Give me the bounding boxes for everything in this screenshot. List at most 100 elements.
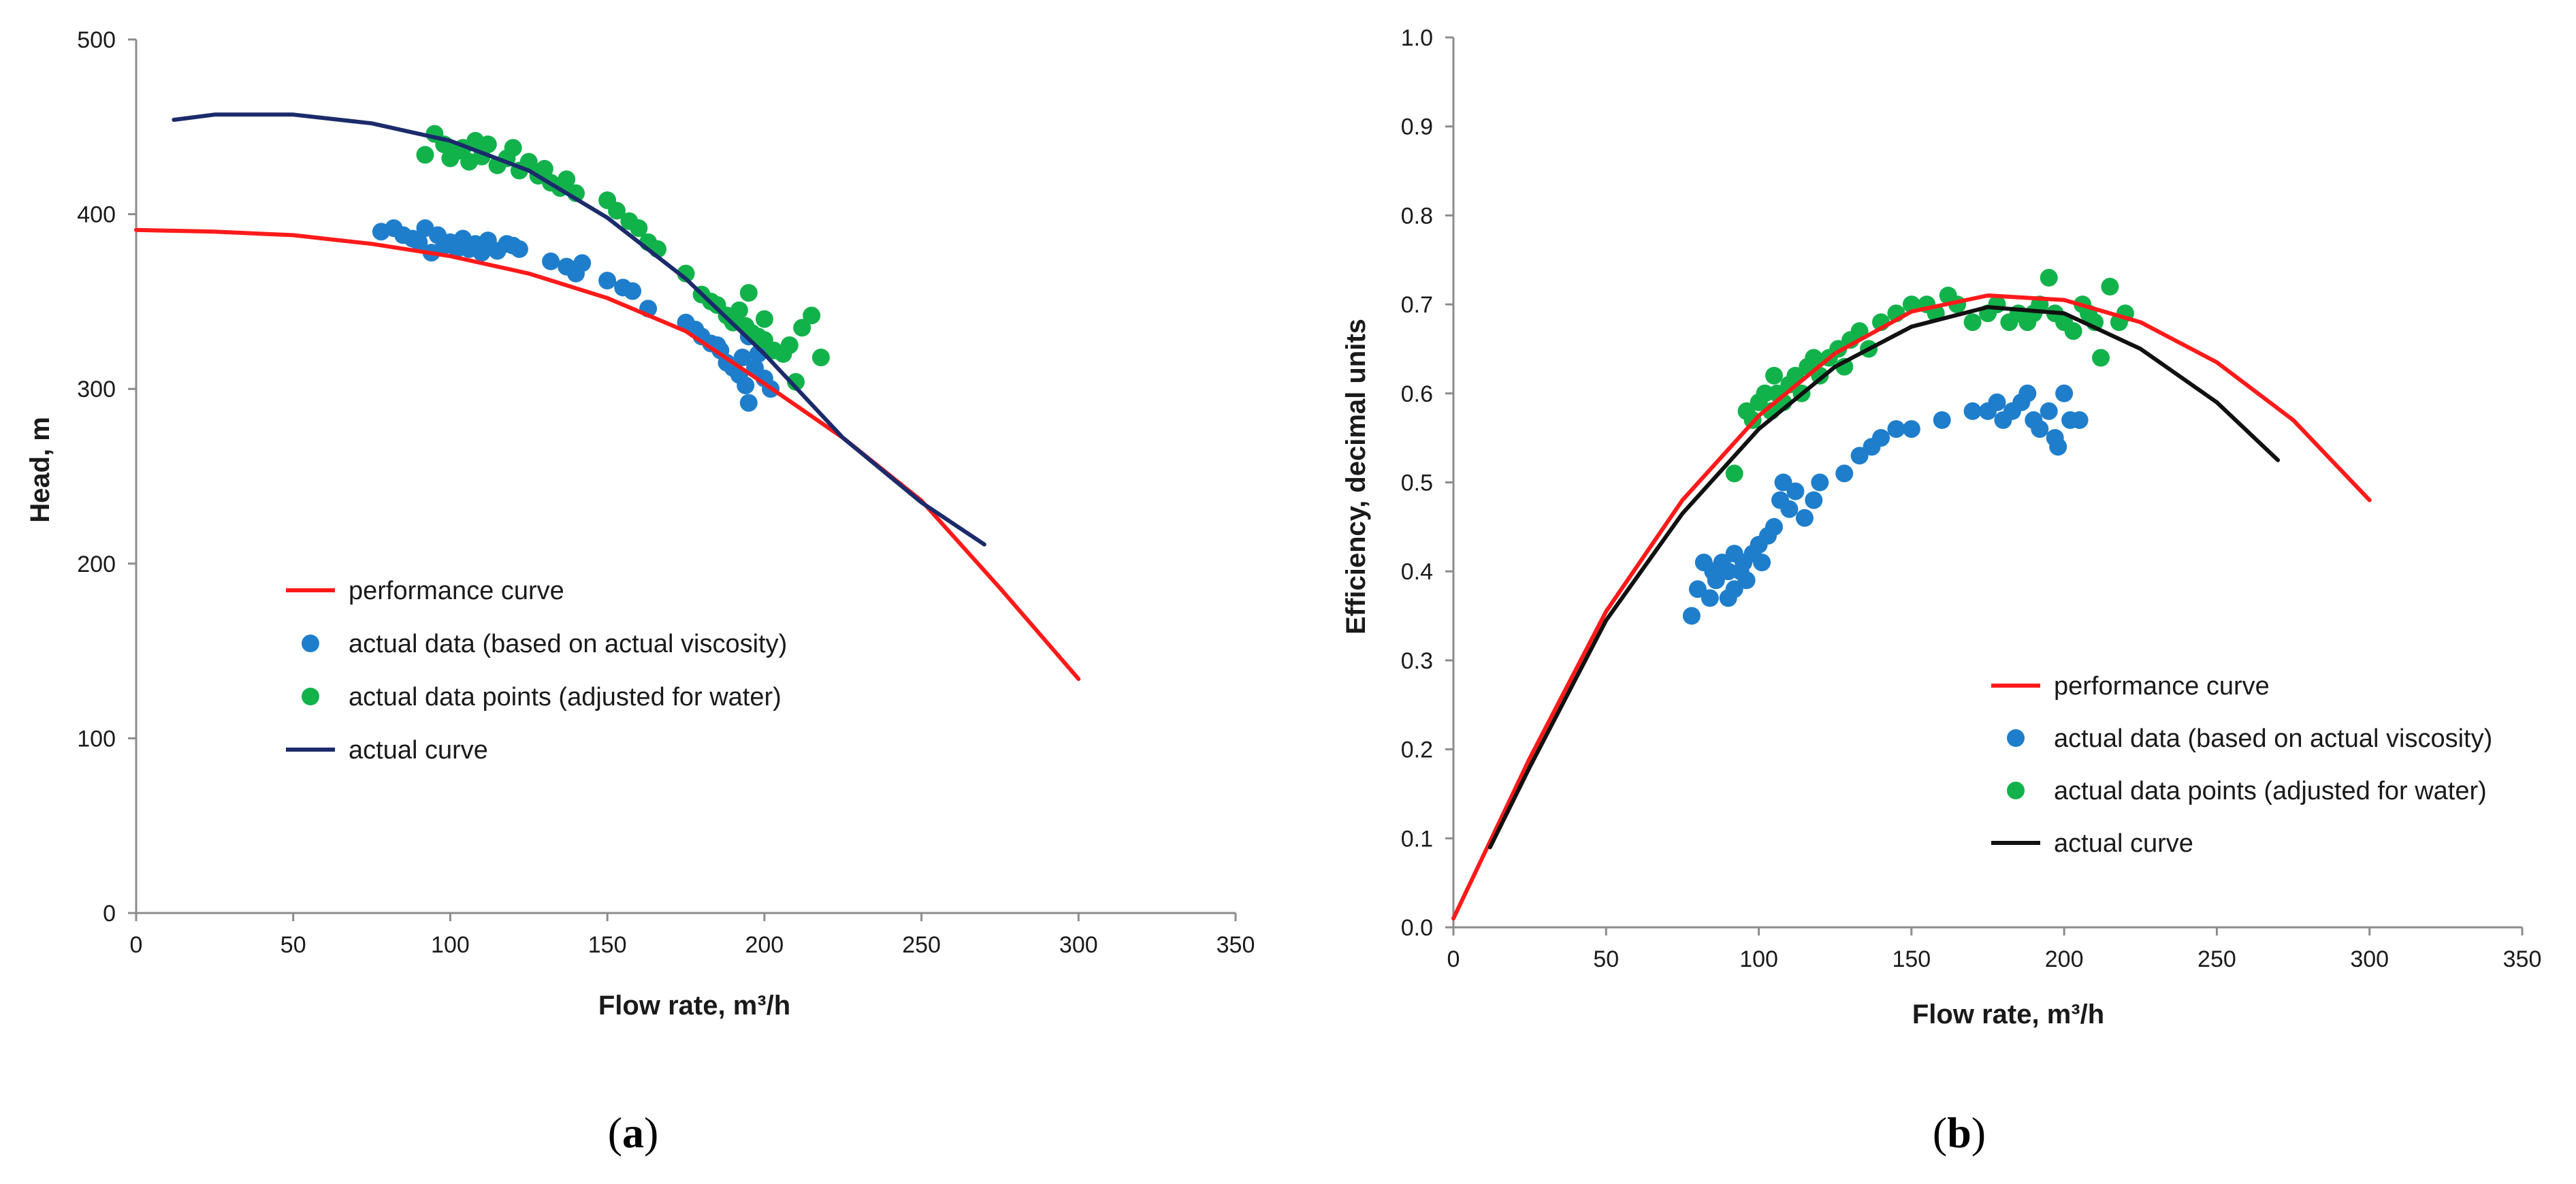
y-tick-label: 0.3 bbox=[1401, 648, 1433, 674]
legend-a: performance curve actual data (based on a… bbox=[286, 577, 787, 765]
y-axis-title-b: Efficiency, decimal units bbox=[1341, 319, 1371, 635]
chart-panel-a: 0 50 100 150 200 250 300 350 0 100 200 300 400 500 Fl… bbox=[25, 27, 1255, 1157]
data-point bbox=[1682, 607, 1701, 625]
data-point bbox=[630, 219, 648, 238]
data-point bbox=[1795, 509, 1814, 527]
data-point bbox=[504, 139, 522, 157]
data-point bbox=[755, 310, 773, 328]
data-point bbox=[1780, 500, 1799, 518]
data-point bbox=[558, 170, 576, 189]
legend-item: performance curve bbox=[1991, 672, 2270, 701]
legend-item: actual data (based on actual viscosity) bbox=[2007, 724, 2492, 753]
data-point bbox=[1688, 580, 1707, 598]
data-point bbox=[2018, 384, 2037, 402]
data-point bbox=[1811, 473, 1829, 492]
data-point bbox=[1701, 589, 1719, 607]
data-point bbox=[1887, 420, 1905, 438]
y-tick-label: 100 bbox=[77, 726, 116, 752]
x-tick-label: 0 bbox=[1447, 946, 1460, 972]
legend-swatch bbox=[302, 635, 319, 652]
data-point bbox=[793, 319, 811, 337]
data-point bbox=[1805, 349, 1823, 367]
x-tick-label: 0 bbox=[130, 932, 143, 958]
y-tick-label: 0.8 bbox=[1401, 203, 1433, 229]
data-point bbox=[730, 301, 748, 319]
data-point bbox=[1963, 313, 1982, 332]
data-point bbox=[624, 282, 642, 300]
panel-letter-b: b bbox=[1947, 1108, 1971, 1157]
legend-item: actual curve bbox=[1991, 829, 2193, 858]
data-point bbox=[733, 349, 752, 366]
y-tick-label: 0.7 bbox=[1401, 292, 1433, 318]
data-point bbox=[1805, 491, 1823, 509]
data-point bbox=[2055, 384, 2074, 402]
data-point bbox=[2092, 349, 2110, 367]
data-point bbox=[479, 135, 497, 153]
data-point bbox=[1963, 402, 1982, 420]
x-axis-title-a: Flow rate, m³/h bbox=[598, 991, 790, 1021]
data-point bbox=[1872, 429, 1890, 447]
legend-swatch bbox=[302, 688, 319, 705]
data-point bbox=[573, 254, 592, 272]
legend-label: performance curve bbox=[2054, 672, 2270, 701]
y-tick-label: 0.4 bbox=[1401, 559, 1433, 585]
data-point bbox=[1835, 464, 1854, 483]
data-point bbox=[1753, 554, 1771, 572]
x-tick-label: 350 bbox=[2503, 946, 2542, 972]
data-point bbox=[1765, 517, 1783, 536]
x-tick-label: 50 bbox=[280, 932, 306, 958]
panel-letter-a: a bbox=[622, 1108, 644, 1157]
data-point bbox=[2040, 268, 2058, 287]
panel-label-b: (b) bbox=[1933, 1108, 1986, 1157]
x-tick-label: 200 bbox=[745, 932, 784, 958]
legend-item: actual data points (adjusted for water) bbox=[302, 683, 782, 711]
data-point bbox=[1786, 482, 1805, 500]
legend-swatch bbox=[2007, 729, 2025, 747]
data-point bbox=[803, 306, 821, 325]
data-point bbox=[1774, 473, 1792, 492]
legend-item: actual data points (adjusted for water) bbox=[2007, 777, 2487, 805]
panel-label-a: (a) bbox=[608, 1108, 659, 1157]
data-point bbox=[1933, 411, 1951, 429]
x-tick-label: 200 bbox=[2045, 946, 2084, 972]
x-tick-label: 50 bbox=[1593, 946, 1619, 972]
data-point bbox=[1725, 580, 1743, 598]
data-point bbox=[739, 284, 758, 302]
legend-swatch bbox=[2007, 782, 2025, 799]
y-tick-label: 0 bbox=[103, 901, 116, 927]
y-tick-label: 400 bbox=[77, 202, 116, 228]
x-tick-label: 300 bbox=[2350, 946, 2389, 972]
data-point bbox=[416, 146, 434, 164]
data-point bbox=[811, 349, 830, 366]
data-point bbox=[1707, 571, 1725, 590]
x-tick-label: 350 bbox=[1217, 932, 1255, 958]
y-tick-label: 0.6 bbox=[1401, 381, 1433, 407]
data-point bbox=[2040, 402, 2058, 420]
data-point bbox=[1988, 393, 2006, 411]
legend-label: performance curve bbox=[349, 577, 564, 605]
data-point bbox=[1756, 384, 1774, 402]
data-point bbox=[739, 394, 758, 412]
legend-label: actual data (based on actual viscosity) bbox=[349, 630, 787, 658]
series-line-3-a bbox=[172, 112, 986, 547]
data-point bbox=[598, 272, 617, 290]
x-tick-label: 250 bbox=[902, 932, 941, 958]
x-tick-label: 100 bbox=[1739, 946, 1778, 972]
legend-label: actual data (based on actual viscosity) bbox=[2054, 724, 2492, 753]
y-tick-label: 0.9 bbox=[1401, 114, 1433, 140]
data-point bbox=[608, 202, 626, 220]
y-tick-label: 0.1 bbox=[1401, 826, 1433, 852]
y-tick-label: 1.0 bbox=[1401, 25, 1433, 51]
data-point bbox=[787, 372, 805, 391]
data-point bbox=[780, 336, 799, 354]
legend-label: actual data points (adjusted for water) bbox=[2054, 777, 2487, 805]
legend-label: actual data points (adjusted for water) bbox=[349, 683, 782, 711]
data-point bbox=[1850, 447, 1869, 465]
data-point bbox=[510, 240, 528, 258]
data-point bbox=[737, 377, 755, 395]
x-tick-label: 150 bbox=[588, 932, 627, 958]
data-point bbox=[519, 153, 538, 171]
x-tick-label: 150 bbox=[1892, 946, 1931, 972]
x-tick-label: 250 bbox=[2197, 946, 2236, 972]
